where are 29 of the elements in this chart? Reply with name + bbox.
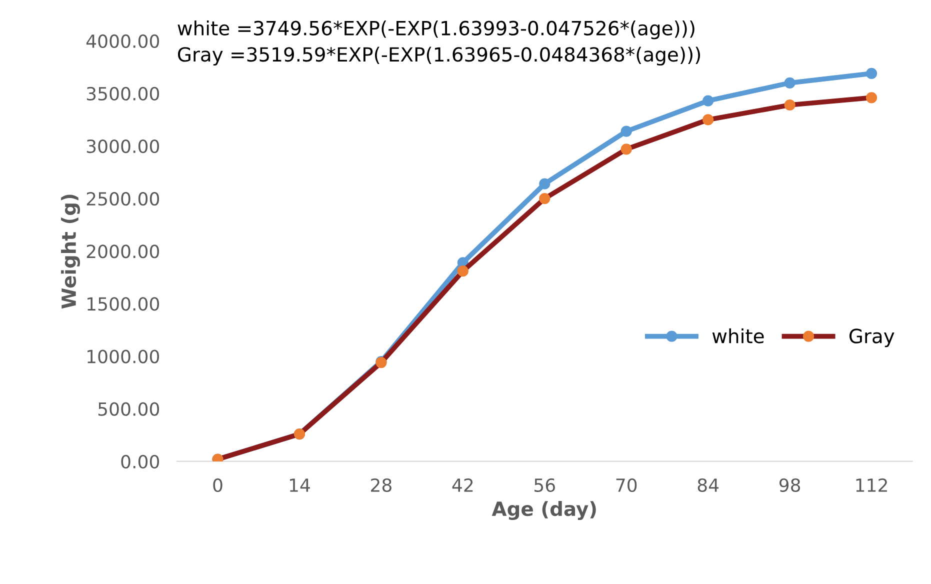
y-tick-label: 500.00 (98, 402, 160, 416)
x-tick-label: 70 (616, 478, 637, 492)
x-tick-label: 0 (213, 478, 222, 492)
text: white =3749.56*EXP(-EXP(1.63993-0.047526*(age))) (178, 20, 694, 40)
x-tick-label: 14 (290, 478, 310, 492)
point (784, 77, 796, 88)
y-tick-label: 0.00 (121, 454, 160, 468)
x-tick-label: 98 (779, 478, 800, 492)
x-tick-label: 42 (452, 478, 473, 492)
point (620, 126, 632, 137)
legend-label: Gray (849, 328, 894, 348)
x-tick-label: 56 (534, 478, 555, 492)
y-tick-label: 3000.00 (86, 139, 160, 154)
annotation: Gray =3519.59*EXP(-EXP(1.63965-0.0484368*(age))) (178, 46, 700, 66)
x-tick-label: 84 (698, 478, 719, 492)
x-tick-label: 28 (371, 478, 392, 492)
y-tick-label: 2000.00 (86, 244, 160, 258)
y-tick-label: 1500.00 (88, 297, 160, 311)
y-tick-label: 1000.00 (88, 350, 160, 364)
y-axis-title: Weight (g) (61, 194, 80, 309)
legend-label: white (712, 328, 764, 344)
x-tick-label: 112 (856, 478, 887, 492)
point (702, 95, 714, 106)
y-tick-label: 4000.00 (86, 34, 160, 48)
point (539, 178, 550, 190)
point (866, 68, 878, 80)
y-tick-label: 2500.00 (86, 192, 160, 206)
y-tick-label: 3500.00 (86, 86, 160, 101)
x-axis-title: Age (day) (492, 501, 596, 520)
